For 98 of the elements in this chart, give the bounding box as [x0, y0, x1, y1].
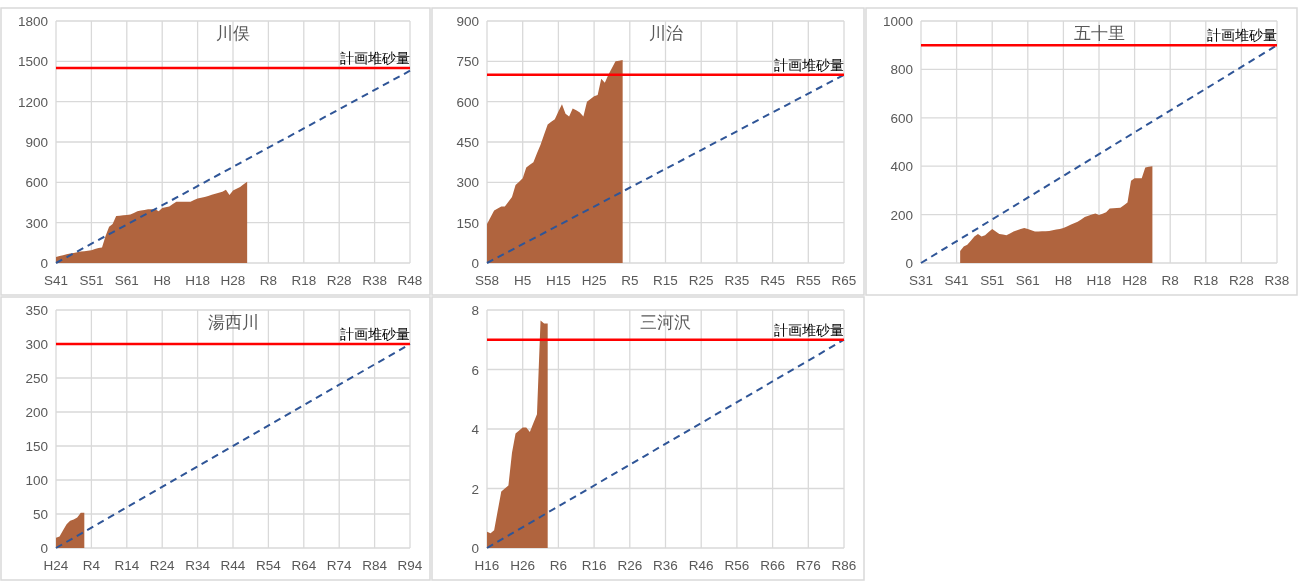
- y-tick-label: 50: [32, 507, 48, 522]
- x-tick-label: R15: [653, 273, 678, 288]
- y-tick-label: 400: [890, 159, 913, 175]
- x-tick-label: R35: [724, 273, 750, 288]
- x-tick-label: R45: [760, 273, 785, 288]
- y-tick-label: 0: [40, 541, 48, 556]
- x-tick-label: R66: [760, 558, 785, 573]
- x-tick-label: R25: [688, 273, 714, 288]
- y-tick-label: 300: [456, 175, 479, 191]
- y-tick-label: 450: [456, 135, 479, 150]
- x-tick-label: S31: [908, 273, 934, 288]
- x-tick-label: S61: [114, 273, 139, 288]
- x-tick-label: R84: [362, 558, 388, 573]
- chart-title: 湯西川: [207, 313, 259, 332]
- y-tick-label: 1800: [17, 14, 48, 29]
- x-tick-label: S58: [474, 273, 500, 288]
- x-tick-label: R38: [362, 273, 387, 288]
- x-tick-label: R6: [549, 558, 568, 573]
- chart-title: 五十里: [1073, 24, 1125, 43]
- x-tick-label: R65: [831, 273, 857, 288]
- y-tick-label: 1000: [882, 14, 913, 29]
- y-tick-label: 2: [471, 481, 479, 497]
- y-tick-label: 8: [471, 303, 479, 318]
- y-tick-label: 200: [25, 405, 48, 420]
- x-tick-label: R46: [688, 558, 714, 573]
- x-tick-label: R28: [326, 273, 352, 288]
- y-tick-label: 0: [471, 256, 479, 271]
- chart-title: 川俣: [216, 24, 250, 43]
- x-tick-label: H18: [185, 273, 210, 288]
- x-tick-label: R56: [724, 558, 750, 573]
- x-tick-label: R74: [326, 558, 353, 573]
- x-tick-label: H16: [474, 558, 500, 573]
- x-tick-label: S41: [43, 273, 69, 288]
- x-tick-label: R36: [653, 558, 678, 573]
- x-tick-label: R18: [291, 273, 317, 288]
- x-tick-label: S51: [79, 273, 104, 288]
- chart-title: 川治: [648, 24, 683, 43]
- y-tick-label: 900: [25, 135, 48, 150]
- x-tick-label: R28: [1229, 273, 1254, 288]
- x-tick-label: H28: [220, 273, 246, 288]
- y-tick-label: 300: [25, 215, 48, 231]
- y-tick-label: 200: [890, 207, 913, 223]
- y-tick-label: 1200: [17, 94, 48, 110]
- y-tick-label: 0: [40, 256, 48, 271]
- x-tick-label: R64: [291, 558, 317, 573]
- x-tick-label: H5: [514, 273, 532, 288]
- y-tick-label: 900: [456, 14, 479, 29]
- y-tick-label: 4: [471, 422, 480, 437]
- ref-line-label: 計画堆砂量: [340, 326, 410, 342]
- x-tick-label: R55: [795, 273, 821, 288]
- y-tick-label: 250: [25, 371, 48, 386]
- y-tick-label: 600: [456, 94, 479, 110]
- x-tick-label: R5: [621, 273, 639, 288]
- x-tick-label: R86: [831, 558, 857, 573]
- x-tick-label: R76: [795, 558, 821, 573]
- y-tick-label: 100: [25, 473, 48, 488]
- y-tick-label: 600: [890, 110, 913, 126]
- x-tick-label: R4: [82, 558, 101, 573]
- chart-title: 三河沢: [640, 313, 691, 332]
- x-tick-label: R18: [1193, 273, 1219, 288]
- x-tick-label: R48: [397, 273, 423, 288]
- x-tick-label: S51: [980, 273, 1005, 288]
- x-tick-label: R26: [617, 558, 643, 573]
- x-tick-label: R38: [1264, 273, 1290, 288]
- y-tick-label: 150: [456, 215, 479, 231]
- x-tick-label: R8: [259, 273, 278, 288]
- y-tick-label: 0: [905, 256, 913, 271]
- x-tick-label: H28: [1122, 273, 1147, 288]
- y-tick-label: 300: [25, 337, 48, 352]
- x-tick-label: R34: [185, 558, 211, 573]
- x-tick-label: S61: [1015, 273, 1040, 288]
- x-tick-label: H24: [43, 558, 69, 573]
- ref-line-label: 計画堆砂量: [1207, 27, 1277, 44]
- x-tick-label: H18: [1086, 273, 1112, 288]
- x-tick-label: R24: [149, 558, 176, 573]
- x-tick-label: H15: [546, 273, 571, 288]
- x-tick-label: R44: [220, 558, 246, 573]
- y-tick-label: 150: [25, 439, 48, 454]
- x-tick-label: R94: [397, 558, 423, 573]
- x-tick-label: H26: [510, 558, 536, 573]
- x-tick-label: H25: [581, 273, 607, 288]
- y-tick-label: 800: [890, 62, 913, 78]
- y-tick-label: 600: [25, 175, 48, 191]
- x-tick-label: S41: [944, 273, 969, 288]
- x-tick-label: R8: [1161, 273, 1179, 288]
- x-tick-label: H8: [1054, 273, 1073, 288]
- y-tick-label: 6: [471, 362, 479, 378]
- y-tick-label: 1500: [17, 54, 48, 70]
- y-tick-label: 0: [471, 541, 479, 556]
- y-tick-label: 350: [25, 303, 48, 318]
- ref-line-label: 計画堆砂量: [340, 50, 410, 67]
- y-tick-label: 750: [456, 54, 479, 70]
- x-tick-label: R14: [114, 558, 140, 573]
- x-tick-label: R16: [581, 558, 607, 573]
- x-tick-label: R54: [256, 558, 282, 573]
- ref-line-label: 計画堆砂量: [774, 321, 844, 338]
- ref-line-label: 計画堆砂量: [774, 56, 844, 73]
- x-tick-label: H8: [153, 273, 171, 288]
